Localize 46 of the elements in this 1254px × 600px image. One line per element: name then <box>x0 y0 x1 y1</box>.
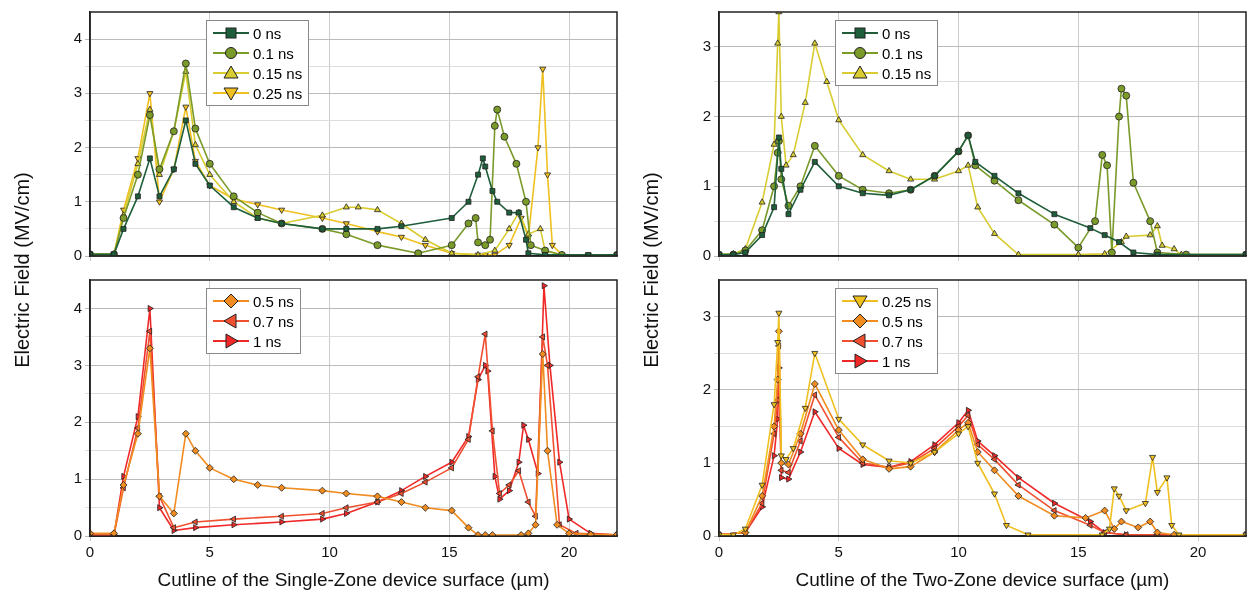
legend-label: 0 ns <box>881 24 911 42</box>
y-tick-label: 2 <box>73 137 82 155</box>
legend-label: 0.15 ns <box>252 64 303 82</box>
legend-label: 0.1 ns <box>881 44 923 62</box>
y-tick-label: 1 <box>73 469 82 487</box>
legend-label: 0.1 ns <box>252 44 294 62</box>
x-axis-title: Cutline of the Two-Zone device surface (µm) <box>795 568 1170 590</box>
legend-label: 0.7 ns <box>252 312 294 330</box>
y-tick-label: 3 <box>73 83 82 101</box>
x-tick-label: 0 <box>85 543 95 561</box>
y-tick-label: 4 <box>73 298 82 316</box>
y-axis-title: Electric Field (MV/cm) <box>639 172 663 368</box>
x-tick-label: 0 <box>714 543 724 561</box>
x-tick-label: 10 <box>950 543 967 561</box>
y-tick-label: 0 <box>73 246 82 264</box>
y-tick-label: 0 <box>702 526 711 544</box>
x-axis-title: Cutline of the Single-Zone device surface (µm) <box>157 568 550 590</box>
y-tick-label: 0 <box>73 526 82 544</box>
x-tick-label: 5 <box>205 543 214 561</box>
y-tick-label: 3 <box>702 306 711 324</box>
y-tick-label: 2 <box>702 379 711 397</box>
legend-label: 0.25 ns <box>252 84 303 102</box>
y-tick-label: 2 <box>73 412 82 430</box>
legend-label: 0.15 ns <box>881 64 932 82</box>
y-tick-label: 1 <box>702 176 711 194</box>
y-tick-label: 0 <box>702 246 711 264</box>
legend-label: 0.7 ns <box>881 332 923 350</box>
x-tick-label: 15 <box>1069 543 1087 561</box>
y-axis-title: Electric Field (MV/cm) <box>10 172 34 368</box>
x-tick-label: 5 <box>834 543 843 561</box>
legend-label: 1 ns <box>881 352 911 370</box>
legend-label: 0.5 ns <box>881 312 923 330</box>
legend-label: 1 ns <box>252 332 282 350</box>
y-tick-label: 2 <box>702 106 711 124</box>
x-tick-label: 10 <box>321 543 338 561</box>
y-tick-label: 3 <box>73 355 82 373</box>
x-tick-label: 20 <box>1189 543 1207 561</box>
legend-label: 0 ns <box>252 24 282 42</box>
y-tick-label: 1 <box>73 191 82 209</box>
y-tick-label: 3 <box>702 37 711 54</box>
legend-label: 0.25 ns <box>881 292 932 310</box>
x-tick-label: 15 <box>440 543 458 561</box>
legend-label: 0.5 ns <box>252 292 294 310</box>
x-tick-label: 20 <box>560 543 578 561</box>
y-tick-label: 1 <box>702 453 711 471</box>
y-tick-label: 4 <box>73 29 82 47</box>
